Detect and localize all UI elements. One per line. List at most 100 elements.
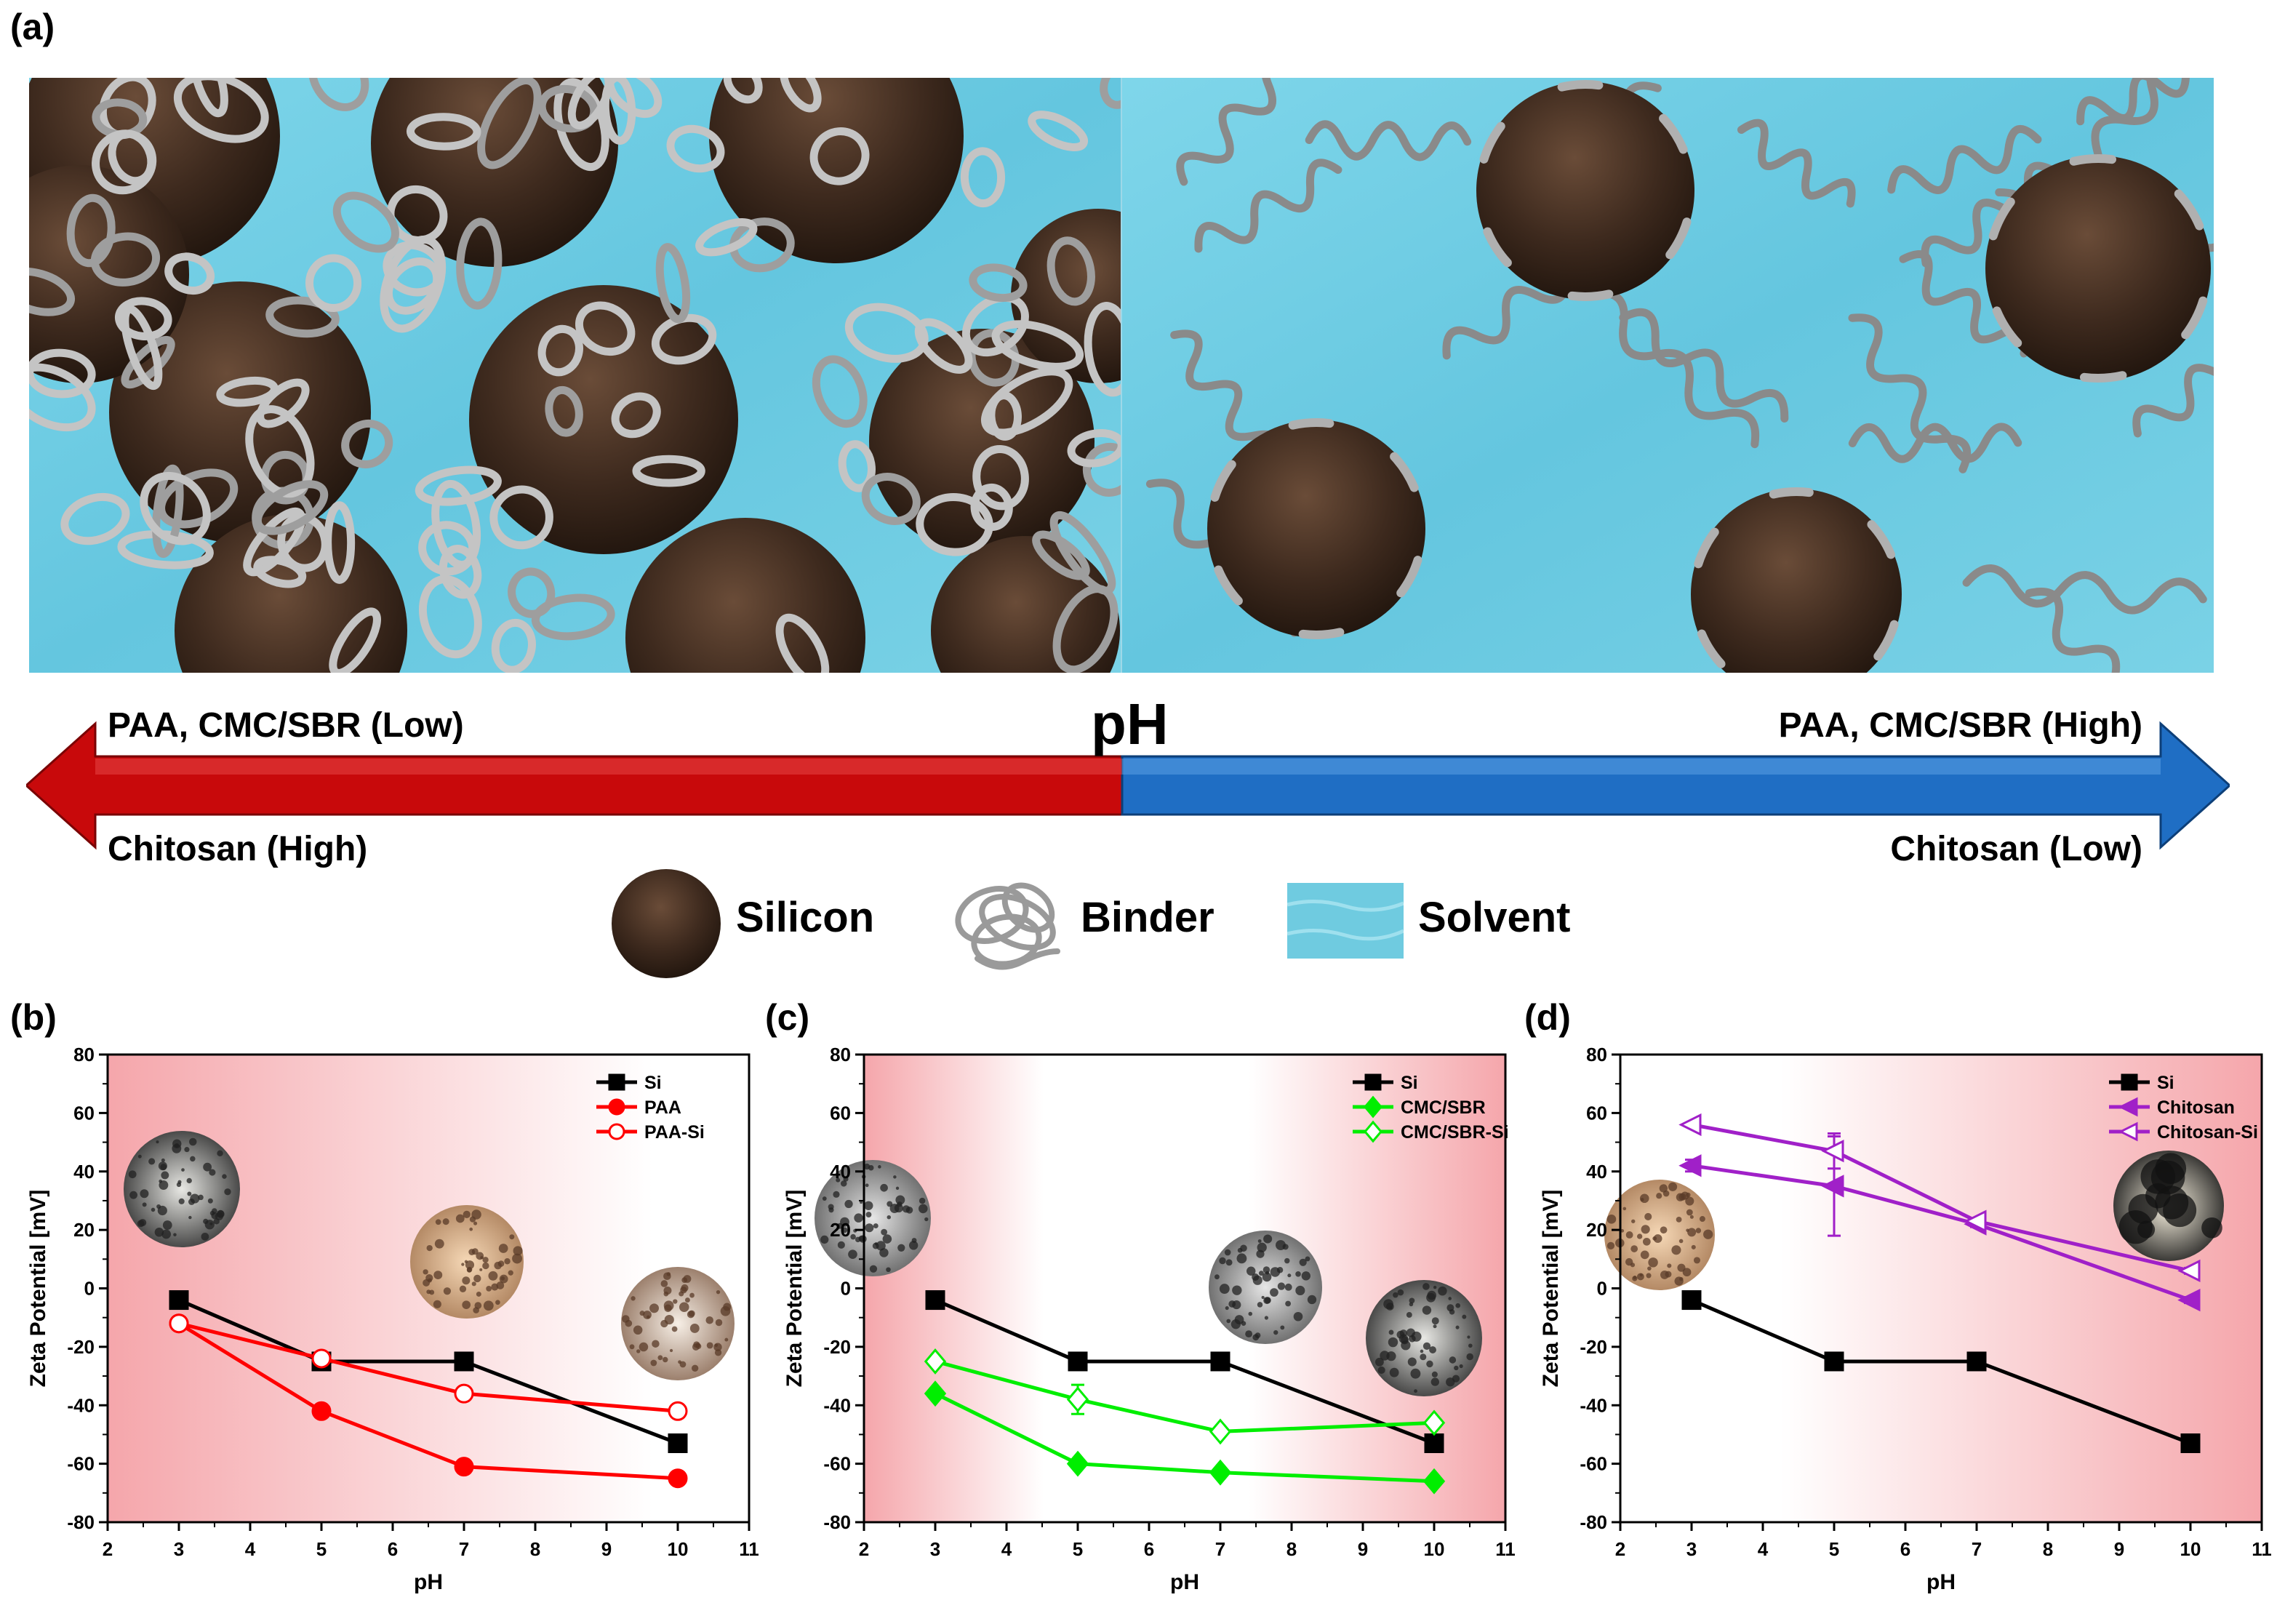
data-point	[668, 1401, 688, 1421]
x-tick-label: 4	[1758, 1538, 1769, 1560]
adsorbed-binder	[1873, 620, 1899, 661]
series-line	[1691, 1164, 2191, 1302]
x-tick-label: 6	[1900, 1538, 1910, 1560]
y-axis-label: Zeta Potential [mV]	[783, 1190, 807, 1388]
binder-coil	[341, 419, 393, 468]
binder-coil	[967, 329, 1020, 387]
y-tick-label: 80	[830, 1044, 851, 1065]
data-point	[311, 1348, 332, 1369]
film-photo-inset	[410, 1205, 524, 1319]
binder-coil	[991, 320, 1084, 371]
binder-coil	[861, 473, 921, 525]
binder-chain	[1176, 78, 1294, 186]
silicon-particle	[469, 285, 738, 554]
adsorbed-binder	[1659, 113, 1688, 154]
zeta-chart-paa: -80 -60 -40 -20 0 20 40 60 80 2 3 4 5 6 7 8 9 10 11 pH Zeta …	[26, 1044, 759, 1594]
binder-coil	[1067, 429, 1121, 468]
data-point	[1210, 1351, 1230, 1372]
silicon-particle	[1691, 489, 1902, 673]
x-tick-label: 2	[103, 1538, 113, 1560]
legend-silicon-label: Silicon	[736, 894, 875, 941]
binder-coil	[666, 124, 725, 173]
binder-coil	[508, 567, 556, 618]
y-tick-label: -40	[823, 1394, 851, 1416]
data-point	[169, 1290, 189, 1311]
right-bottom-label: Chitosan (Low)	[1890, 830, 2142, 868]
binder-coil	[1084, 302, 1121, 397]
y-axis-label: Zeta Potential [mV]	[1539, 1190, 1563, 1388]
y-tick-label: 40	[73, 1161, 95, 1183]
data-point	[1209, 1459, 1232, 1486]
series-line	[177, 1321, 679, 1481]
schematic-illustration	[29, 78, 2214, 673]
silicon-particle	[709, 78, 964, 263]
y-tick-label: 80	[73, 1044, 95, 1065]
y-tick-label: -40	[67, 1394, 95, 1416]
silicon-particle	[1476, 81, 1694, 300]
binder-coil	[916, 493, 993, 556]
adsorbed-binder	[1298, 628, 1345, 639]
y-tick-label: 0	[84, 1278, 95, 1300]
data-point	[925, 1290, 945, 1311]
legend-entry: Si	[2157, 1073, 2174, 1093]
adsorbed-binder	[1665, 217, 1692, 260]
legend-marker	[2121, 1073, 2138, 1091]
panel-label-b: (b)	[10, 997, 57, 1038]
x-tick-label: 4	[245, 1538, 256, 1560]
binder-coil	[960, 147, 1006, 208]
data-point	[169, 1313, 189, 1334]
y-tick-label: -80	[1580, 1511, 1607, 1533]
y-tick-label: -40	[1580, 1394, 1607, 1416]
binder-chain	[1962, 564, 2207, 615]
y-tick-label: -60	[67, 1453, 95, 1475]
binder-chain	[1170, 329, 1282, 465]
binder-coil	[491, 618, 536, 673]
binder-chain	[1887, 124, 2042, 194]
data-point	[454, 1383, 474, 1404]
left-bottom-label: Chitosan (High)	[108, 830, 368, 868]
legend-marker	[608, 1073, 625, 1091]
y-tick-label: 40	[830, 1161, 851, 1183]
binder-coil-icon	[955, 882, 1060, 970]
data-point	[924, 1380, 947, 1407]
legend-marker	[2118, 1121, 2138, 1142]
x-tick-label: 2	[1615, 1538, 1625, 1560]
data-point	[1678, 1113, 1702, 1137]
silicon-particle	[1985, 156, 2211, 381]
y-tick-label: 40	[1586, 1161, 1607, 1183]
left-top-label: PAA, CMC/SBR (Low)	[108, 706, 464, 745]
binder-coil	[253, 556, 307, 588]
data-point	[1821, 1139, 1844, 1163]
data-point	[1821, 1175, 1844, 1198]
series-paa-si	[169, 1313, 688, 1421]
data-point	[1422, 1468, 1446, 1495]
film-photo-inset	[1209, 1231, 1322, 1344]
series-line	[1691, 1298, 2191, 1445]
binder-coil	[809, 127, 870, 185]
legend-entry: Chitosan-Si	[2157, 1122, 2258, 1143]
binder-coil	[265, 296, 340, 338]
legend-entry: Si	[644, 1073, 662, 1093]
x-tick-label: 2	[859, 1538, 869, 1560]
binder-chain	[2025, 587, 2177, 673]
series-chitosan-si	[1678, 1113, 2201, 1283]
binder-coil	[456, 217, 503, 310]
binder-coil	[575, 301, 636, 356]
solvent-water-icon	[1287, 883, 1404, 959]
data-point	[2177, 1288, 2201, 1312]
binder-coil	[844, 303, 929, 363]
x-axis-label: pH	[1170, 1570, 1199, 1594]
binder-coil	[418, 575, 482, 659]
binder-coil	[418, 521, 477, 576]
x-tick-label: 3	[1686, 1538, 1697, 1560]
binder-chain	[1737, 119, 1856, 208]
legend-marker	[1364, 1120, 1382, 1143]
data-point	[454, 1351, 474, 1372]
binder-coil	[972, 444, 1029, 511]
y-tick-label: -20	[823, 1336, 851, 1358]
series-line	[934, 1391, 1435, 1484]
binder-coil	[987, 391, 1022, 441]
data-point	[1966, 1351, 1987, 1372]
binder-coil	[29, 267, 76, 316]
binder-coil	[66, 193, 116, 268]
